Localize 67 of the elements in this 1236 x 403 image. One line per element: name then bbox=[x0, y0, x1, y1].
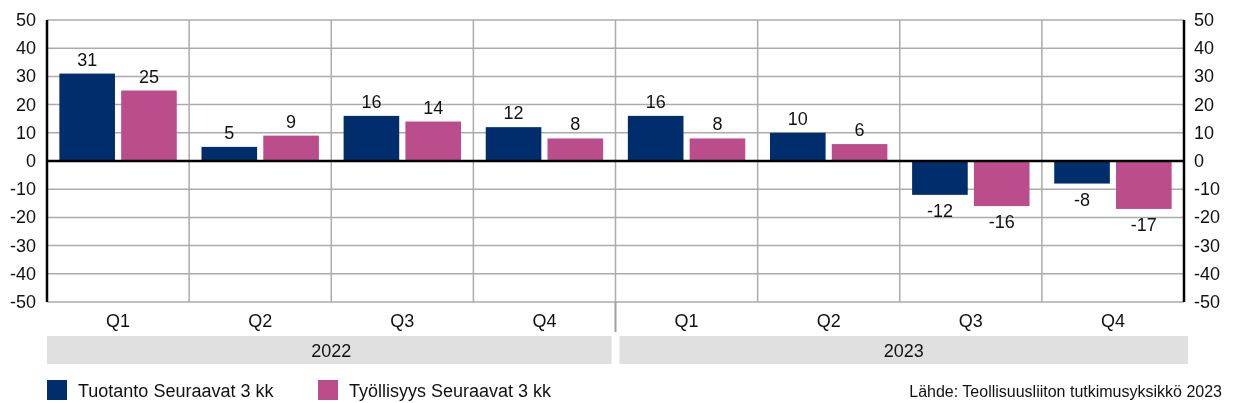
y2-tick-label: 50 bbox=[1194, 10, 1215, 30]
data-label: -8 bbox=[1074, 189, 1091, 210]
y2-tick-label: 30 bbox=[1194, 66, 1215, 87]
bar bbox=[912, 161, 968, 195]
y2-tick-label: -30 bbox=[1194, 235, 1221, 256]
x-tick-label: Q4 bbox=[532, 311, 557, 331]
bar bbox=[201, 146, 258, 161]
data-label: 10 bbox=[787, 108, 808, 129]
data-label: 5 bbox=[224, 122, 235, 143]
bar bbox=[405, 121, 462, 161]
legend-label: Tuotanto Seuraavat 3 kk bbox=[78, 381, 275, 401]
x-tick-label: Q3 bbox=[958, 311, 983, 331]
bar bbox=[1054, 161, 1110, 184]
text: 2022 bbox=[311, 341, 352, 361]
data-label: -16 bbox=[988, 212, 1015, 233]
bar bbox=[121, 90, 177, 161]
data-label: 25 bbox=[138, 66, 159, 87]
text: Lähde: Teollisuusliiton tutkimusyksikkö 2023 bbox=[909, 383, 1223, 400]
y2-tick-label: 0 bbox=[1194, 151, 1205, 171]
y-tick-label: 20 bbox=[15, 94, 36, 115]
y-tick-label: 40 bbox=[15, 38, 36, 59]
data-label: 14 bbox=[423, 97, 444, 118]
y-tick-label: 50 bbox=[15, 10, 36, 30]
y-tick-label: 30 bbox=[15, 66, 36, 87]
data-label: 9 bbox=[286, 111, 297, 132]
data-label: 8 bbox=[712, 114, 723, 135]
y2-tick-label: 10 bbox=[1194, 122, 1215, 143]
y-tick-label: -40 bbox=[9, 263, 36, 284]
y2-tick-label: 40 bbox=[1194, 38, 1215, 59]
legend-label: Työllisyys Seuraavat 3 kk bbox=[349, 381, 553, 401]
y2-tick-label: -40 bbox=[1194, 263, 1221, 284]
data-label: 12 bbox=[503, 103, 524, 124]
y2-tick-label: -10 bbox=[1194, 179, 1221, 200]
bar bbox=[547, 138, 604, 161]
x-tick-label: Q2 bbox=[248, 311, 273, 331]
data-label: -17 bbox=[1130, 214, 1157, 235]
bar bbox=[1116, 161, 1172, 209]
y-tick-label: -50 bbox=[9, 292, 36, 312]
bar bbox=[769, 132, 826, 161]
y-tick-label: -10 bbox=[9, 179, 36, 200]
data-label: 8 bbox=[570, 114, 581, 135]
text: 2023 bbox=[883, 341, 924, 361]
y-tick-label: 10 bbox=[15, 122, 36, 143]
bar bbox=[689, 138, 746, 161]
x-tick-label: Q4 bbox=[1100, 311, 1125, 331]
data-label: 16 bbox=[361, 91, 382, 112]
y2-tick-label: -20 bbox=[1194, 207, 1221, 228]
data-label: 16 bbox=[645, 91, 666, 112]
bar bbox=[485, 127, 542, 161]
y-tick-label: 0 bbox=[25, 151, 36, 171]
bar bbox=[831, 144, 888, 161]
y-tick-label: -20 bbox=[9, 207, 36, 228]
bar bbox=[59, 73, 115, 161]
x-tick-label: Q1 bbox=[106, 311, 131, 331]
y-tick-label: -30 bbox=[9, 235, 36, 256]
bar bbox=[973, 161, 1030, 207]
y2-tick-label: 20 bbox=[1194, 94, 1215, 115]
bar bbox=[627, 115, 684, 161]
bar bbox=[263, 135, 319, 161]
data-label: -12 bbox=[926, 200, 953, 221]
x-tick-label: Q1 bbox=[674, 311, 699, 331]
x-tick-label: Q3 bbox=[390, 311, 415, 331]
x-tick-label: Q2 bbox=[816, 311, 841, 331]
data-label: 6 bbox=[854, 120, 865, 141]
data-label: 31 bbox=[77, 49, 98, 70]
bar bbox=[343, 115, 400, 161]
y2-tick-label: -50 bbox=[1194, 292, 1221, 312]
